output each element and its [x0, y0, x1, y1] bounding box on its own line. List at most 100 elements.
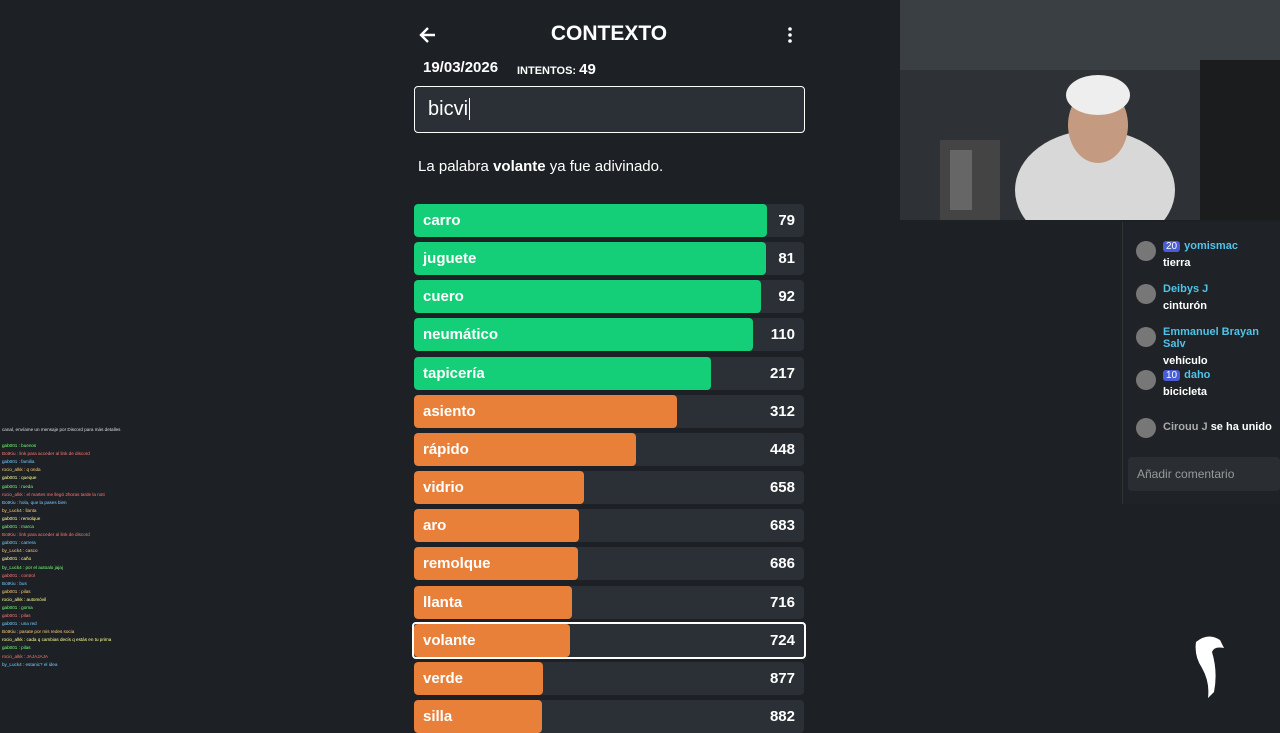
rank-bar — [414, 547, 579, 581]
date: 19/03/2026 — [423, 59, 499, 76]
chat-name: Emmanuel Brayan Salv — [1163, 326, 1259, 350]
rank-bar — [414, 509, 579, 543]
guess-word: vidrio — [423, 479, 464, 497]
stream-chat-line: gab001 : goma — [2, 604, 33, 610]
guess-row: llanta 716 — [414, 585, 804, 619]
input-text: bicvi — [428, 98, 469, 120]
stream-chat-line: gab001 : pilas — [2, 645, 31, 651]
stream-chat-line: gab001 : carrera — [2, 540, 36, 546]
stream-chat-line: gab001 : familia — [2, 459, 35, 465]
guess-word: silla — [423, 707, 453, 725]
rank-bar — [414, 356, 711, 390]
guess-row: aro 683 — [414, 509, 804, 543]
guess-word: rápido — [423, 440, 469, 458]
avatar — [1136, 418, 1156, 438]
message-word: volante — [493, 158, 546, 175]
stream-chat-line: BotKiu : link para acceder al link de di… — [2, 451, 90, 457]
stream-chat-line: by_Luck4 : por el autoalo jajaj — [2, 564, 63, 570]
stream-chat-line: by_Luck4 : casco — [2, 548, 38, 554]
rank-bar — [414, 318, 754, 352]
guess-row: remolque 686 — [414, 547, 804, 581]
chat-name: Deibys J — [1163, 283, 1209, 295]
guess-row: neumático 110 — [414, 318, 804, 352]
stream-chat-line: by_Luck4 : estanic? el idea — [2, 661, 58, 667]
guess-row: cuero 92 — [414, 280, 804, 314]
guess-word: aro — [423, 517, 447, 535]
chat-header: Emmanuel Brayan Salv — [1163, 326, 1280, 350]
stream-chat-line: BotKiu : pasate por mis redes socia — [2, 629, 75, 635]
webcam — [900, 0, 1280, 220]
guess-row: verde 877 — [414, 661, 804, 695]
guess-word: neumático — [423, 326, 499, 344]
chat-text: vehículo — [1163, 355, 1208, 367]
chat-message: 10 daho bicicleta — [1163, 369, 1210, 398]
stream-chat-line: gab001 : buenos — [2, 443, 37, 449]
stream-chat-line: BotKiu : bus — [2, 580, 27, 586]
stream-chat-line: gab001 : queque — [2, 475, 37, 481]
guess-row: asiento 312 — [414, 394, 804, 428]
stream-chat-line: gab001 : pilas — [2, 588, 31, 594]
guess-row: juguete 81 — [414, 242, 804, 276]
guess-rank: 110 — [770, 326, 795, 344]
avatar — [1136, 370, 1156, 390]
guess-rank: 79 — [778, 212, 795, 229]
guess-rank: 312 — [769, 402, 795, 420]
rank-bar — [414, 471, 584, 505]
guess-row: silla 882 — [414, 699, 804, 733]
guess-word: tapicería — [423, 364, 485, 382]
stream-chat-line: gab001 : marca — [2, 524, 34, 530]
game-title: CONTEXTO — [550, 22, 668, 45]
guess-input[interactable]: bicvi — [414, 86, 805, 133]
guess-row: tapicería 217 — [414, 356, 804, 390]
message-after: ya fue adivinado. — [545, 158, 664, 175]
stream-chat-line: rocio_alkk : cada q cambias decís q está… — [2, 637, 112, 643]
guess-rank: 448 — [769, 440, 795, 458]
stream-chat-line: BotKiu : link para acceder al link de di… — [2, 532, 90, 538]
rank-bar — [414, 280, 762, 314]
guess-word: juguete — [423, 250, 477, 268]
avatar — [1136, 284, 1156, 304]
caret — [469, 98, 471, 120]
stream-chat-line: rocio_alkk : JAJAJAJA — [2, 653, 48, 659]
chat-message: 20 yomismac tierra — [1163, 240, 1238, 269]
stream-chat: canal, envíame un mensaje por Discord pa… — [2, 426, 182, 669]
guess-rank: 683 — [769, 517, 795, 535]
chat-header: Deibys J — [1163, 283, 1208, 295]
comment-input[interactable]: Añadir comentario — [1128, 457, 1280, 491]
stream-chat-line: gab001 : control — [2, 572, 35, 578]
guess-word: remolque — [423, 555, 491, 573]
message-before: La palabra — [418, 158, 494, 175]
chat-name: yomismac — [1184, 240, 1238, 252]
guess-word: verde — [423, 669, 464, 687]
rank-bar — [414, 204, 767, 237]
stream-chat-line: rocio_alkk : q onda — [2, 467, 41, 473]
join-text: se ha unido — [1210, 421, 1272, 433]
guess-rank: 686 — [769, 555, 795, 573]
chat-header: 20 yomismac — [1163, 240, 1238, 252]
chat-text: tierra — [1163, 257, 1191, 269]
chat-text: bicicleta — [1163, 386, 1208, 398]
join-name: Cirouu J — [1163, 421, 1208, 433]
badge: 10 — [1163, 370, 1181, 381]
avatar — [1136, 327, 1156, 347]
logo — [1195, 636, 1224, 698]
guess-row: vidrio 658 — [414, 471, 804, 505]
rank-bar — [414, 394, 677, 428]
stream-chat-line: gab001 : rueda — [2, 483, 33, 489]
menu-icon[interactable] — [782, 25, 798, 45]
message: La palabra volante ya fue adivinado. — [418, 158, 663, 175]
rank-bar — [414, 623, 571, 657]
stream-chat-line: gab001 : caño — [2, 556, 32, 562]
attempts: INTENTOS: 49 — [517, 61, 596, 78]
guess-rank: 877 — [769, 669, 795, 687]
guess-word: asiento — [423, 402, 476, 420]
chat-name: daho — [1184, 369, 1211, 381]
rank-bar — [414, 661, 543, 695]
badge: 20 — [1163, 241, 1181, 252]
back-arrow[interactable] — [418, 25, 438, 45]
guess-rank: 92 — [778, 288, 795, 306]
chat-text: cinturón — [1163, 300, 1207, 312]
stream-chat-line: BotKiu : hola, que la pases bien — [2, 499, 67, 505]
guess-rank: 81 — [778, 250, 795, 268]
guess-word: llanta — [423, 593, 463, 611]
